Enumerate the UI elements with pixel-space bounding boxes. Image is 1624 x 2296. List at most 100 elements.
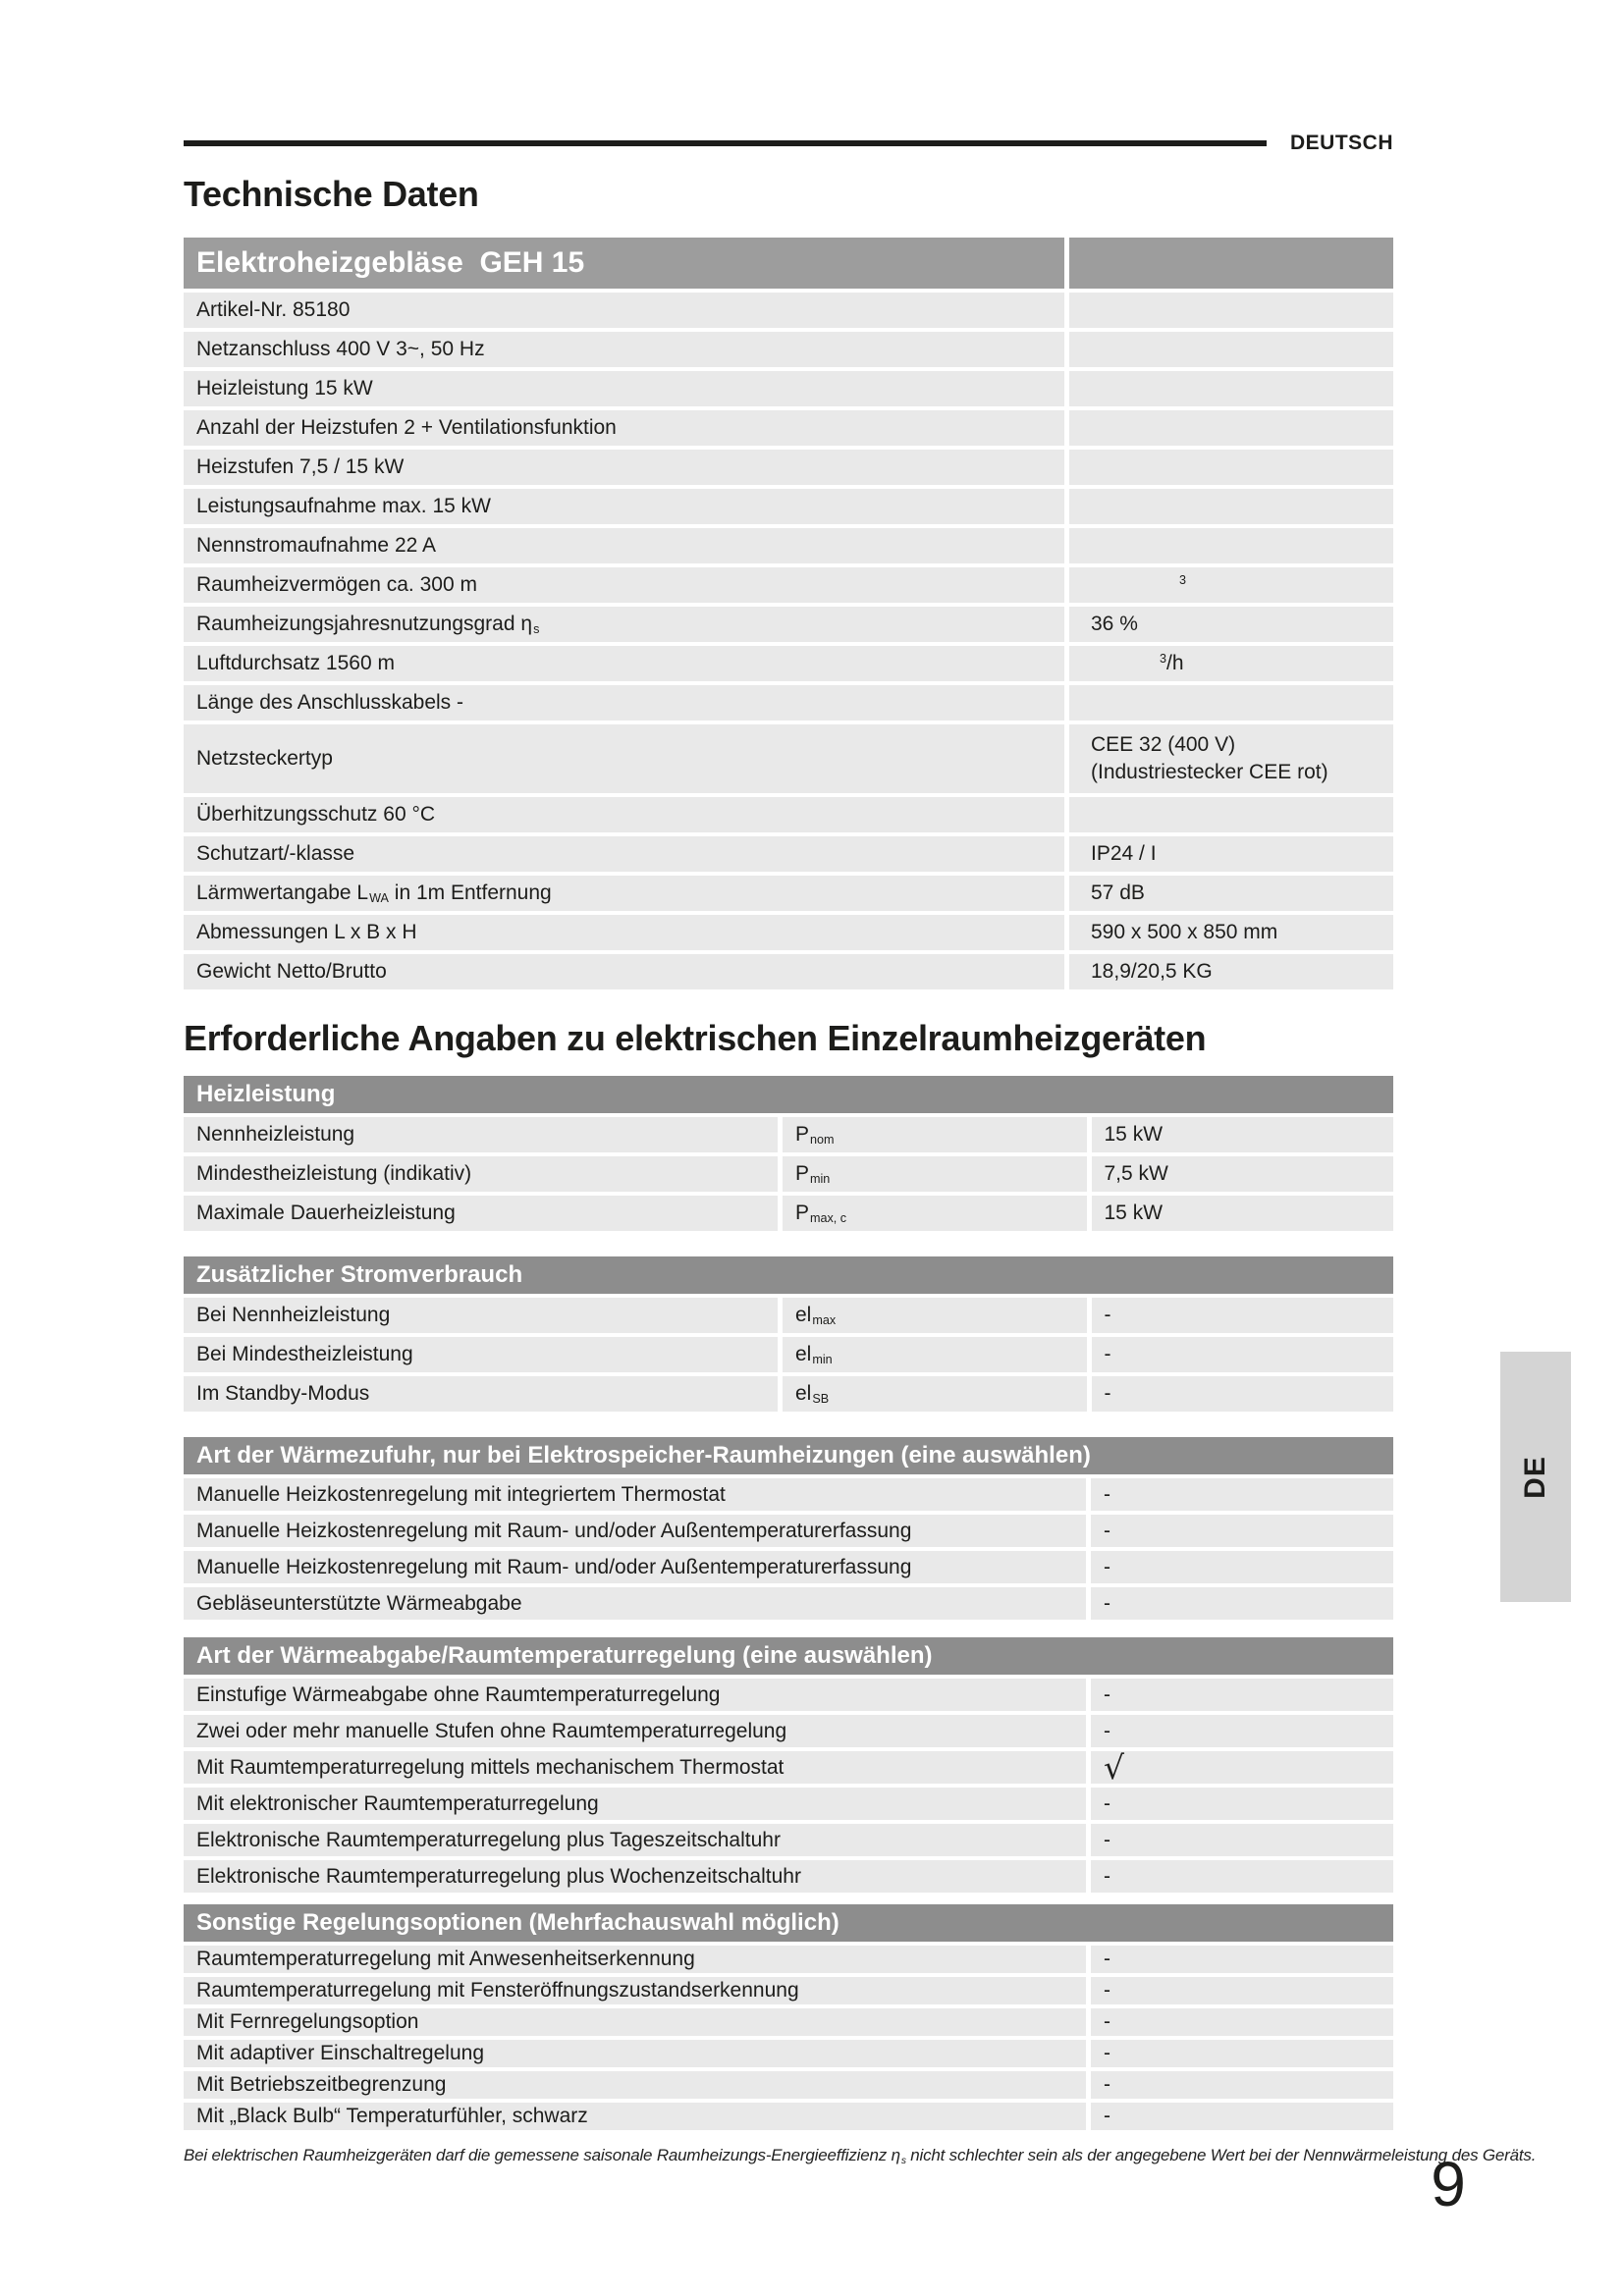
text: - <box>1104 1591 1110 1615</box>
table-row: Einstufige Wärmeabgabe ohne Raumtemperat… <box>184 1679 1393 1711</box>
text: 18,9/20,5 KG <box>1091 960 1213 983</box>
label-text: Zwei oder mehr manuelle Stufen ohne Raum… <box>196 1720 786 1743</box>
symbol-text: elmin <box>795 1343 833 1367</box>
text: Raumtemperaturregelung mit Fensteröffnun… <box>196 1979 799 2002</box>
text: - <box>1104 1382 1111 1405</box>
row-label: Heizstufen 7,5 / 15 kW <box>184 450 1064 485</box>
text: - <box>1104 1719 1110 1742</box>
section-rows: Raumtemperaturregelung mit Anwesenheitse… <box>184 1946 1393 2130</box>
row-label: Mit Betriebszeitbegrenzung <box>184 2071 1086 2099</box>
label-text: Mit Betriebszeitbegrenzung <box>196 2073 446 2097</box>
row-symbol: Pnom <box>783 1117 1087 1152</box>
row-label: Raumheizvermögen ca. 300 m <box>184 567 1064 603</box>
row-value: - <box>1091 2071 1393 2099</box>
symbol-text: elSB <box>795 1382 829 1407</box>
value-superscript: 3 <box>1179 573 1187 588</box>
table-row: Manuelle Heizkostenregelung mit Raum- un… <box>184 1551 1393 1583</box>
text: Raumheizvermögen ca. 300 m <box>196 573 477 596</box>
label-text: Mindestheizleistung (indikativ) <box>196 1162 471 1186</box>
value-text: - <box>1104 2010 1110 2034</box>
section-rows: Manuelle Heizkostenregelung mit integrie… <box>184 1478 1393 1620</box>
text: Mit Betriebszeitbegrenzung <box>196 2073 447 2096</box>
text: Mit Raumtemperaturregelung mittels mecha… <box>196 1755 785 1779</box>
row-label: Lärmwertangabe LWA in 1m Entfernung <box>184 876 1064 911</box>
label-text: Schutzart/-klasse <box>196 842 354 866</box>
table-row: Mit elektronischer Raumtemperaturregelun… <box>184 1788 1393 1820</box>
text: Schutzart/-klasse <box>196 842 355 865</box>
value-text: - <box>1104 1556 1110 1579</box>
row-value <box>1069 450 1393 485</box>
row-symbol: elSB <box>783 1376 1087 1412</box>
text: Manuelle Heizkostenregelung mit Raum- un… <box>196 1555 912 1578</box>
value-text: - <box>1104 1720 1110 1743</box>
table-row: Maximale Dauerheizleistung Pmax, c 15 kW <box>184 1196 1393 1231</box>
row-label: Mindestheizleistung (indikativ) <box>184 1156 778 1192</box>
row-label: Mit Fernregelungsoption <box>184 2008 1086 2036</box>
language-side-tab: DE <box>1500 1352 1571 1602</box>
row-value: 36 % <box>1069 607 1393 642</box>
text: Mindestheizleistung (indikativ) <box>196 1162 472 1185</box>
text: /h <box>1166 652 1184 674</box>
row-label: Elektronische Raumtemperaturregelung plu… <box>184 1824 1086 1856</box>
text: Netzsteckertyp <box>196 747 333 770</box>
row-label: Mit adaptiver Einschaltregelung <box>184 2040 1086 2067</box>
row-value: 3/h <box>1069 646 1393 681</box>
row-value <box>1069 410 1393 446</box>
text: Luftdurchsatz 1560 m <box>196 652 395 674</box>
row-label: Mit „Black Bulb“ Temperaturfühler, schwa… <box>184 2103 1086 2130</box>
table-row: Netzsteckertyp CEE 32 (400 V) (Industriest… <box>184 724 1393 793</box>
label-text: Nennheizleistung <box>196 1123 354 1147</box>
value-text: - <box>1104 1483 1110 1507</box>
section-header: Heizleistung <box>184 1076 1393 1113</box>
text: 57 dB <box>1091 881 1145 904</box>
table-row: Elektronische Raumtemperaturregelung plu… <box>184 1860 1393 1893</box>
footnote-text: nicht schlechter sein als der angegebene… <box>905 2146 1537 2164</box>
symbol-subscript: SB <box>812 1392 830 1407</box>
table-row: Abmessungen L x B x H 590 x 500 x 850 mm <box>184 915 1393 950</box>
text: - <box>1104 2105 1110 2127</box>
value-text: IP24 / I <box>1091 842 1157 866</box>
value-text: - <box>1104 1979 1110 2002</box>
text: P <box>795 1201 810 1224</box>
label-text: Gewicht Netto/Brutto <box>196 960 387 984</box>
section-title: Erforderliche Angaben zu elektrischen Ei… <box>184 1018 1207 1058</box>
row-label: Mit elektronischer Raumtemperaturregelun… <box>184 1788 1086 1820</box>
label-subscript: WA <box>369 891 389 906</box>
checkmark-icon: √ <box>1104 1748 1125 1787</box>
text: el <box>795 1381 812 1405</box>
row-value: 15 kW <box>1091 1117 1393 1152</box>
row-label: Netzanschluss 400 V 3~, 50 Hz <box>184 332 1064 367</box>
label-text: Artikel-Nr. 85180 <box>196 298 350 322</box>
text: el <box>795 1303 812 1326</box>
row-value: CEE 32 (400 V) (Industriestecker CEE rot) <box>1069 724 1393 793</box>
text: Heizstufen 7,5 / 15 kW <box>196 455 405 478</box>
table-row: Raumheizungsjahresnutzungsgrad ηs 36 % <box>184 607 1393 642</box>
text: - <box>1104 1343 1111 1365</box>
row-symbol: elmin <box>783 1337 1087 1372</box>
table-row: Mit Fernregelungsoption - <box>184 2008 1393 2036</box>
row-value: - <box>1091 1977 1393 2004</box>
table-row: Mindestheizleistung (indikativ) Pmin 7,5 k… <box>184 1156 1393 1192</box>
label-text: Manuelle Heizkostenregelung mit Raum- un… <box>196 1556 911 1579</box>
row-value <box>1069 332 1393 367</box>
tech-table-header-row: Elektroheizgebläse GEH 15 <box>184 238 1393 289</box>
section-rows: Bei Nennheizleistung elmax - Bei Mindesthei… <box>184 1298 1393 1412</box>
row-value: - <box>1091 1679 1393 1711</box>
table-row: Mit Betriebszeitbegrenzung - <box>184 2071 1393 2099</box>
symbol-subscript: min <box>810 1172 831 1187</box>
text: Nennstromaufnahme 22 A <box>196 534 436 557</box>
text: 15 kW <box>1104 1201 1164 1224</box>
label-text: Lärmwertangabe LWA in 1m Entfernung <box>196 881 552 906</box>
row-value: 7,5 kW <box>1091 1156 1393 1192</box>
text: Lärmwertangabe L <box>196 881 369 904</box>
symbol-subscript: max, c <box>810 1211 847 1226</box>
section-waermezufuhr: Art der Wärmezufuhr, nur bei Elektrospei… <box>184 1437 1393 1620</box>
text: Länge des Anschlusskabels - <box>196 691 464 714</box>
value-text: 15 kW <box>1105 1123 1164 1147</box>
language-label: DEUTSCH <box>1289 132 1393 154</box>
table-row: Gewicht Netto/Brutto 18,9/20,5 KG <box>184 954 1393 989</box>
tech-table-header: Elektroheizgebläse GEH 15 <box>184 238 1064 289</box>
label-text: Heizleistung 15 kW <box>196 377 373 400</box>
label-text: Gebläseunterstützte Wärmeabgabe <box>196 1592 522 1616</box>
label-text: Überhitzungsschutz 60 °C <box>196 803 435 827</box>
